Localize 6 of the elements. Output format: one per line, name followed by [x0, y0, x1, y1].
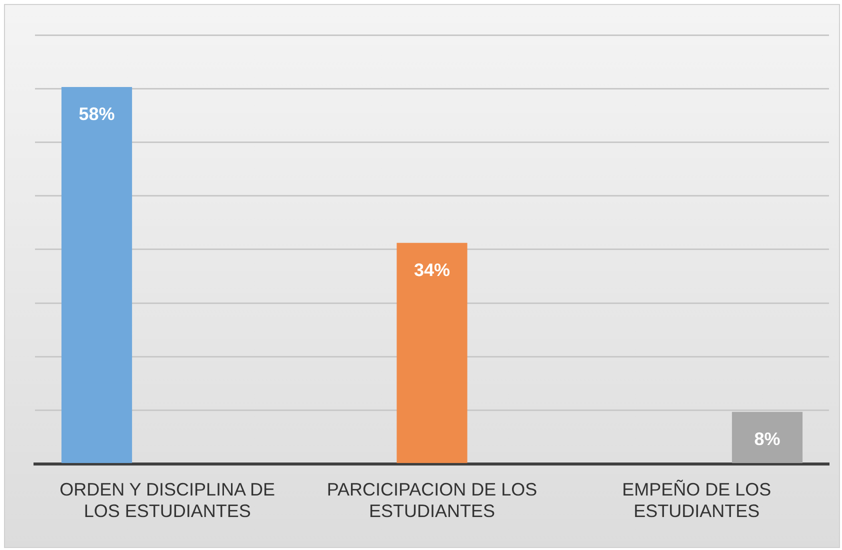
data-label: 58% — [78, 104, 115, 124]
data-label: 34% — [414, 260, 450, 280]
x-tick-label: EMPEÑO DE LOS ESTUDIANTES — [622, 480, 772, 522]
x-tick-label: PARCICIPACION DE LOS ESTUDIANTES — [326, 480, 538, 522]
x-tick-label: ORDEN Y DISCIPLINA DE LOS ESTUDIANTES — [60, 480, 276, 522]
data-label: 8% — [754, 428, 780, 449]
